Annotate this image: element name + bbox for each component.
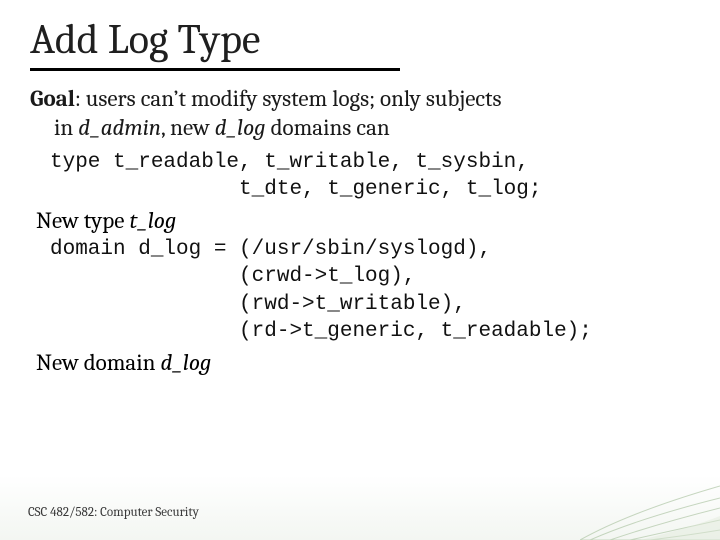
code-block-types: type t_readable, t_writable, t_sysbin, t… — [50, 149, 690, 204]
goal-d-admin: d_admin — [78, 114, 161, 141]
goal-d-log: d_log — [215, 114, 266, 141]
slide-footer: CSC 482/582: Computer Security — [28, 505, 199, 520]
goal-label: Goal — [30, 85, 75, 112]
goal-line1: : users can’t modify system logs; only s… — [75, 85, 502, 112]
corner-decoration — [580, 468, 720, 540]
slide: Add Log Type Goal: users can’t modify sy… — [0, 0, 720, 540]
title-underline — [30, 68, 400, 71]
code-block-domain: domain d_log = (/usr/sbin/syslogd), (crw… — [50, 236, 690, 345]
new-domain-name: d_log — [160, 349, 211, 376]
new-domain-prefix: New domain — [36, 349, 160, 376]
new-type-heading: New type t_log — [36, 207, 690, 234]
goal-paragraph: Goal: users can’t modify system logs; on… — [30, 85, 690, 143]
new-type-prefix: New type — [36, 207, 129, 234]
goal-line2: in d_admin, new d_log domains can — [30, 114, 690, 143]
new-type-name: t_log — [129, 207, 176, 234]
slide-title: Add Log Type — [30, 18, 690, 62]
goal-line2-mid: , new — [161, 114, 215, 141]
new-domain-heading: New domain d_log — [36, 349, 690, 376]
goal-line2-prefix: in — [54, 114, 78, 141]
goal-line2-suffix: domains can — [266, 114, 390, 141]
